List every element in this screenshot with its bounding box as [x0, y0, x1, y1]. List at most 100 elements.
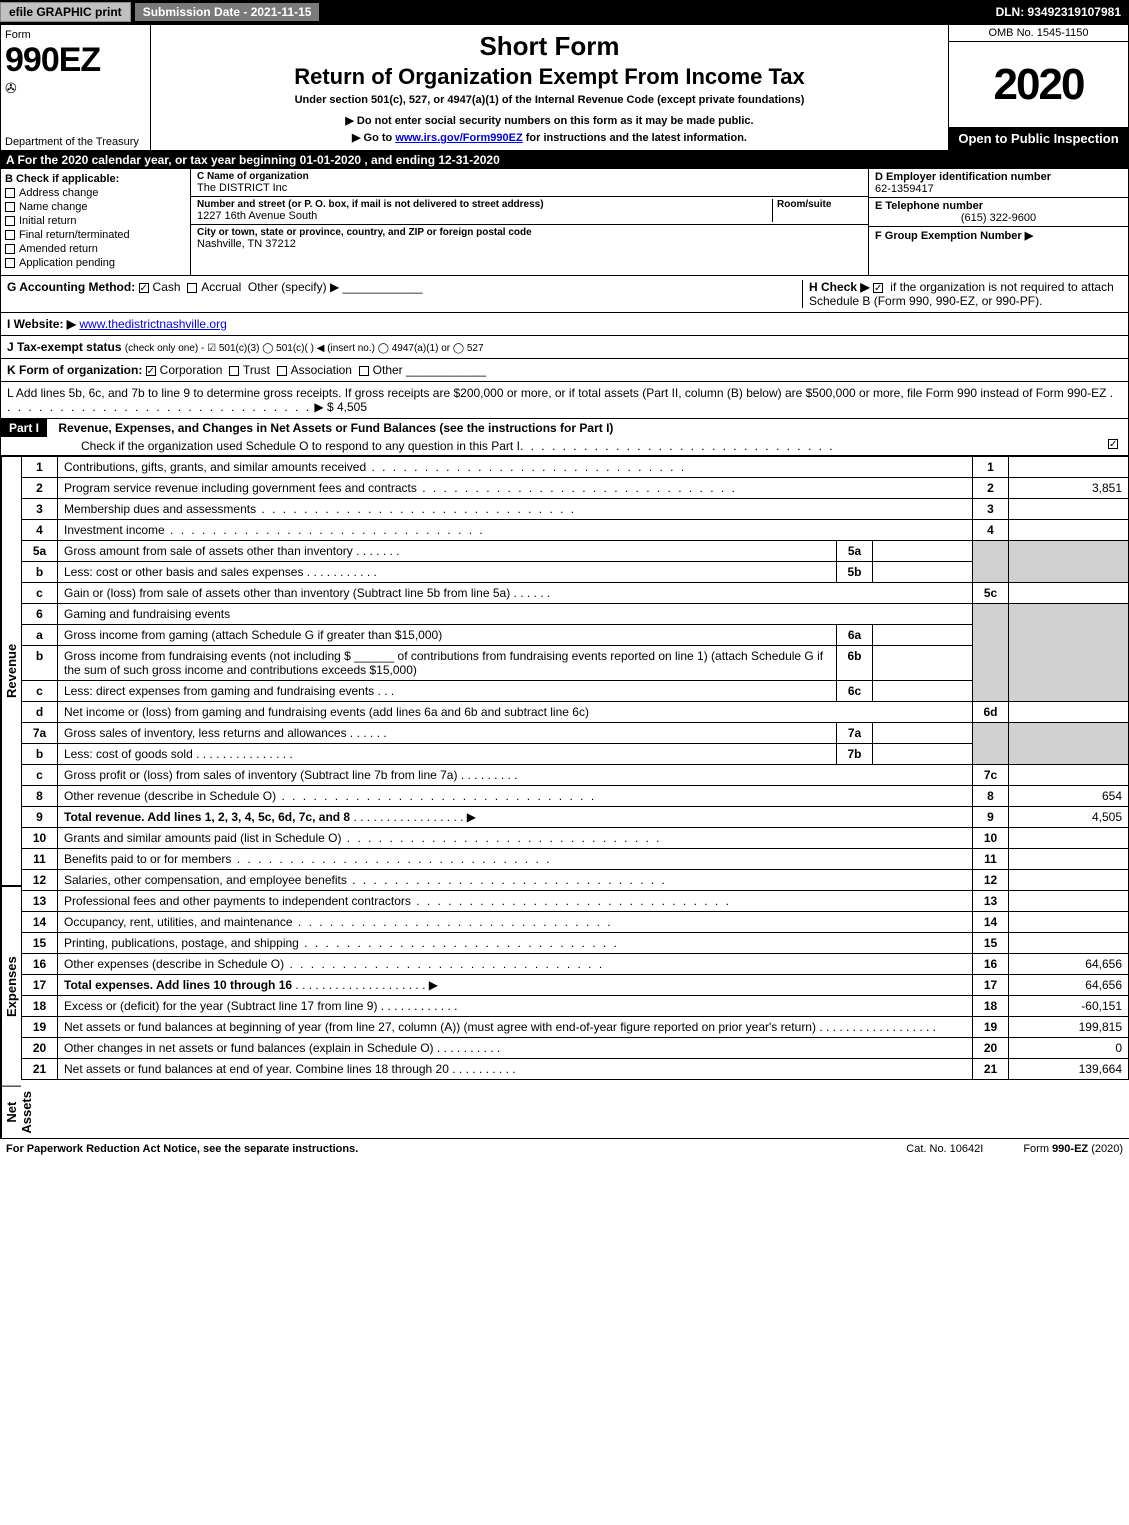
line-3: 3 Membership dues and assessments 3 — [22, 499, 1129, 520]
label-application-pending: Application pending — [19, 257, 115, 269]
section-l: L Add lines 5b, 6c, and 7b to line 9 to … — [0, 382, 1129, 419]
line-13-ref: 13 — [973, 891, 1009, 912]
line-7c: c Gross profit or (loss) from sales of i… — [22, 765, 1129, 786]
line-14: 14 Occupancy, rent, utilities, and maint… — [22, 912, 1129, 933]
checkbox-application-pending[interactable] — [5, 258, 15, 268]
line-5a-desc: Gross amount from sale of assets other t… — [64, 544, 353, 558]
subtitle: Under section 501(c), 527, or 4947(a)(1)… — [155, 94, 944, 106]
tax-year: 2020 — [949, 42, 1128, 127]
line-17-val: 64,656 — [1009, 975, 1129, 996]
line-1-val — [1009, 457, 1129, 478]
line-8: 8 Other revenue (describe in Schedule O)… — [22, 786, 1129, 807]
line-19-val: 199,815 — [1009, 1017, 1129, 1038]
line-19-desc: Net assets or fund balances at beginning… — [64, 1020, 816, 1034]
line-6d-val — [1009, 702, 1129, 723]
line-5b-subref: 5b — [837, 562, 873, 583]
line-11-num: 11 — [22, 849, 58, 870]
line-16-num: 16 — [22, 954, 58, 975]
city-value: Nashville, TN 37212 — [197, 238, 862, 250]
line-4-val — [1009, 520, 1129, 541]
dots — [231, 852, 551, 866]
line-6c-subref: 6c — [837, 681, 873, 702]
line-10-desc: Grants and similar amounts paid (list in… — [64, 831, 341, 845]
line-17-ref: 17 — [973, 975, 1009, 996]
label-trust: Trust — [243, 363, 270, 377]
label-cash: Cash — [153, 280, 181, 294]
line-5c-ref: 5c — [973, 583, 1009, 604]
website-link[interactable]: www.thedistrictnashville.org — [79, 317, 226, 331]
checkbox-schedule-b-not-required[interactable] — [873, 283, 883, 293]
header-right: OMB No. 1545-1150 2020 Open to Public In… — [948, 25, 1128, 150]
section-def: D Employer identification number 62-1359… — [868, 169, 1128, 275]
checkbox-other-org[interactable] — [359, 366, 369, 376]
section-b-label: B Check if applicable: — [5, 173, 186, 185]
department-label: Department of the Treasury — [5, 136, 139, 148]
line-6a-num: a — [22, 625, 58, 646]
dots — [276, 789, 596, 803]
line-8-ref: 8 — [973, 786, 1009, 807]
label-name-change: Name change — [19, 201, 88, 213]
open-to-public-label: Open to Public Inspection — [949, 127, 1128, 150]
vert-label-net-assets: Net Assets — [1, 1086, 21, 1138]
line-6c-subval — [873, 681, 973, 702]
line-14-desc: Occupancy, rent, utilities, and maintena… — [64, 915, 293, 929]
line-11-desc: Benefits paid to or for members — [64, 852, 231, 866]
line-1: 1 Contributions, gifts, grants, and simi… — [22, 457, 1129, 478]
checkbox-association[interactable] — [277, 366, 287, 376]
header-center: Short Form Return of Organization Exempt… — [151, 25, 948, 150]
line-2-desc: Program service revenue including govern… — [64, 481, 417, 495]
line-6d-num: d — [22, 702, 58, 723]
checkbox-final-return[interactable] — [5, 230, 15, 240]
checkbox-address-change[interactable] — [5, 188, 15, 198]
checkbox-schedule-o-part1[interactable] — [1108, 439, 1118, 449]
section-c: C Name of organization The DISTRICT Inc … — [191, 169, 868, 275]
line-2-ref: 2 — [973, 478, 1009, 499]
checkbox-amended-return[interactable] — [5, 244, 15, 254]
line-15-val — [1009, 933, 1129, 954]
line-16: 16 Other expenses (describe in Schedule … — [22, 954, 1129, 975]
line-6d: d Net income or (loss) from gaming and f… — [22, 702, 1129, 723]
section-i: I Website: ▶ www.thedistrictnashville.or… — [0, 313, 1129, 336]
line-20-desc: Other changes in net assets or fund bala… — [64, 1041, 434, 1055]
line-10: 10 Grants and similar amounts paid (list… — [22, 828, 1129, 849]
efile-print-button[interactable]: efile GRAPHIC print — [0, 2, 131, 22]
line-13-val — [1009, 891, 1129, 912]
irs-link[interactable]: www.irs.gov/Form990EZ — [395, 132, 522, 144]
line-7a: 7a Gross sales of inventory, less return… — [22, 723, 1129, 744]
checkbox-corporation[interactable] — [146, 366, 156, 376]
line-6b-subref: 6b — [837, 646, 873, 681]
line-16-desc: Other expenses (describe in Schedule O) — [64, 957, 284, 971]
line-7a-subref: 7a — [837, 723, 873, 744]
label-final-return: Final return/terminated — [19, 229, 130, 241]
form-header: Form 990EZ ✇ Department of the Treasury … — [0, 24, 1129, 151]
line-6a-subval — [873, 625, 973, 646]
line-5a-subval — [873, 541, 973, 562]
header-left: Form 990EZ ✇ Department of the Treasury — [1, 25, 151, 150]
line-21-desc: Net assets or fund balances at end of ye… — [64, 1062, 449, 1076]
line-7a-num: 7a — [22, 723, 58, 744]
section-a-bar: A For the 2020 calendar year, or tax yea… — [0, 151, 1129, 169]
checkbox-trust[interactable] — [229, 366, 239, 376]
line-12-desc: Salaries, other compensation, and employ… — [64, 873, 347, 887]
line-16-ref: 16 — [973, 954, 1009, 975]
checkbox-cash[interactable] — [139, 283, 149, 293]
line-16-val: 64,656 — [1009, 954, 1129, 975]
line-7a-desc: Gross sales of inventory, less returns a… — [64, 726, 347, 740]
checkbox-initial-return[interactable] — [5, 216, 15, 226]
checkbox-name-change[interactable] — [5, 202, 15, 212]
line-13: 13 Professional fees and other payments … — [22, 891, 1129, 912]
part1-header-row: Part I Revenue, Expenses, and Changes in… — [0, 419, 1129, 456]
line-2-num: 2 — [22, 478, 58, 499]
phone-label: E Telephone number — [875, 200, 1122, 212]
checkbox-accrual[interactable] — [187, 283, 197, 293]
line-5b-num: b — [22, 562, 58, 583]
line-11: 11 Benefits paid to or for members 11 — [22, 849, 1129, 870]
part1-title: Revenue, Expenses, and Changes in Net As… — [50, 421, 613, 435]
line-18: 18 Excess or (deficit) for the year (Sub… — [22, 996, 1129, 1017]
section-l-text: L Add lines 5b, 6c, and 7b to line 9 to … — [7, 386, 1106, 400]
line-9-val: 4,505 — [1009, 807, 1129, 828]
line-20-val: 0 — [1009, 1038, 1129, 1059]
label-address-change: Address change — [19, 187, 99, 199]
line-19: 19 Net assets or fund balances at beginn… — [22, 1017, 1129, 1038]
line-7c-val — [1009, 765, 1129, 786]
